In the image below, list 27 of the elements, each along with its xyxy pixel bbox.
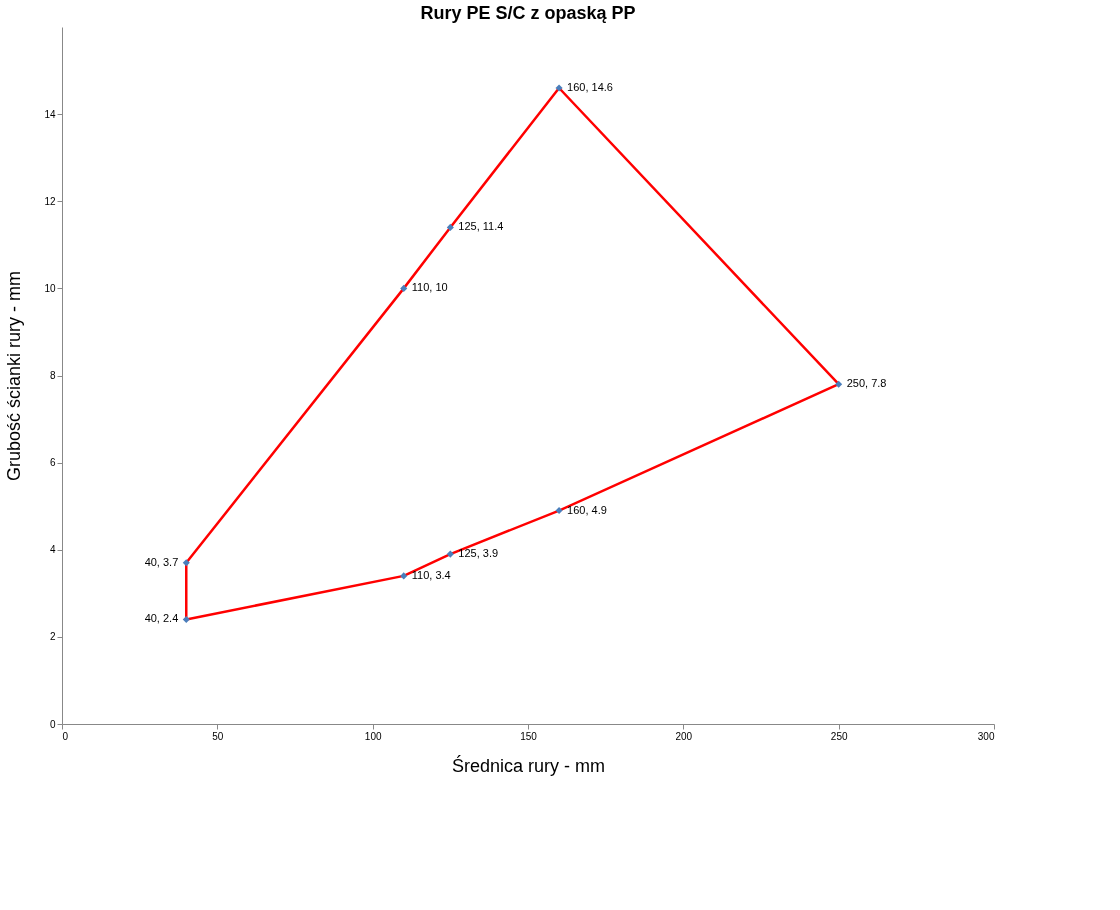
x-tick-label: 150 (520, 730, 538, 742)
y-axis-title: Grubość ścianki rury - mm (4, 270, 25, 482)
data-label: 125, 3.9 (458, 547, 499, 560)
x-tick-label: 50 (212, 730, 224, 742)
y-tick-label: 8 (49, 370, 56, 381)
chart-title: Rury PE S/C z opaską PP (420, 3, 636, 23)
y-tick-label: 0 (49, 718, 56, 730)
x-tick-label: 0 (62, 730, 69, 742)
y-tick-label: 6 (49, 457, 56, 469)
data-label: 160, 4.9 (567, 503, 607, 516)
x-tick-label: 100 (364, 730, 382, 742)
data-label: 110, 3.4 (411, 568, 451, 581)
x-tick-label: 250 (830, 730, 848, 742)
y-tick-label: 4 (49, 544, 56, 556)
y-tick-label: 12 (44, 195, 56, 207)
data-label: 40, 3.7 (144, 555, 179, 568)
y-tick-label: 10 (44, 282, 56, 294)
x-tick-label: 300 (977, 730, 995, 742)
data-label: 250, 7.8 (846, 377, 887, 390)
y-tick-label: 14 (44, 108, 56, 120)
x-axis-title: Średnica rury - mm (451, 754, 606, 776)
data-label: 160, 14.6 (567, 80, 613, 93)
x-tick-label: 200 (675, 730, 693, 742)
data-label: 40, 2.4 (144, 612, 179, 625)
data-label: 110, 10 (411, 281, 448, 294)
y-tick-label: 2 (49, 631, 56, 643)
data-label: 125, 11.4 (458, 220, 504, 233)
